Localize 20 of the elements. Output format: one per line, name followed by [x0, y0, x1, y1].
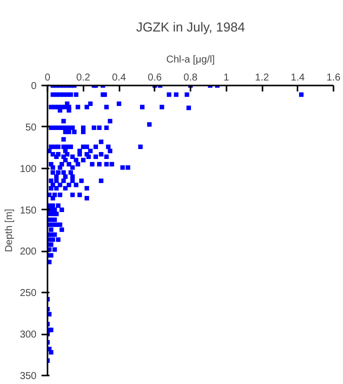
x-tick-label: 1: [223, 72, 230, 84]
y-tick-label: 0: [30, 81, 37, 92]
x-tick-label: 0.8: [184, 72, 198, 84]
y-axis-title: Depth [m]: [4, 208, 15, 252]
x-tick-label: 0.2: [76, 72, 91, 84]
x-tick-label: 1.2: [255, 72, 270, 84]
x-tick-label: 1.6: [326, 72, 341, 84]
y-tick-label: 300: [20, 330, 37, 341]
x-tick-label: 0: [44, 72, 51, 84]
y-tick-label: 100: [20, 164, 37, 175]
chart-title: JGZK in July, 1984: [136, 20, 245, 34]
x-tick-label: 1.4: [290, 72, 306, 84]
x-tick-label: 0.4: [112, 72, 126, 84]
x-tick-label: 0.6: [148, 72, 162, 84]
y-tick-label: 350: [20, 371, 37, 382]
y-tick-label: 150: [20, 205, 37, 216]
y-tick-label: 200: [20, 246, 37, 258]
y-tick-label: 250: [20, 288, 37, 300]
y-tick-label: 50: [25, 122, 37, 134]
x-axis-title: Chl-a [μg/l]: [166, 54, 215, 66]
